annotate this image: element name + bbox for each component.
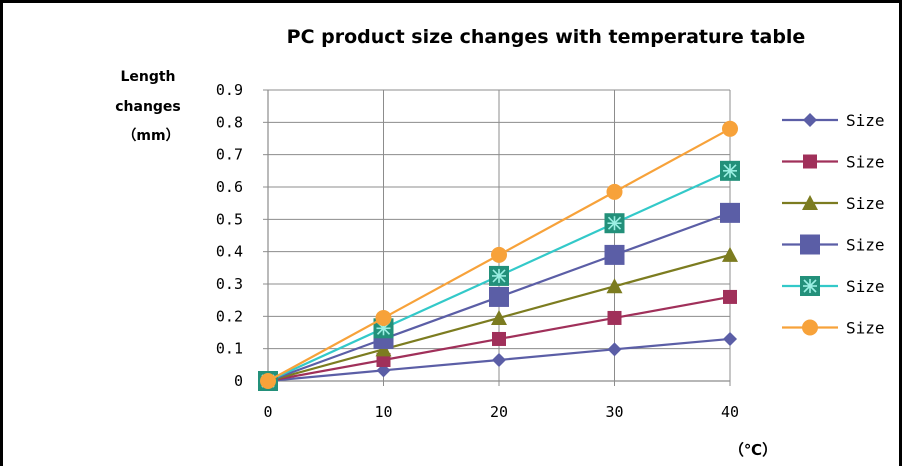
y-axis-label-line: （mm） [122, 128, 179, 144]
x-tick-label: 30 [605, 403, 623, 421]
legend-item: Size [782, 319, 885, 338]
y-tick-label: 0.2 [216, 307, 243, 325]
data-point [722, 247, 738, 262]
y-tick-label: 0 [234, 372, 243, 390]
data-point [723, 332, 737, 346]
y-tick-label: 0.7 [216, 146, 243, 164]
data-point [605, 213, 625, 233]
data-point [491, 247, 507, 263]
legend-label: Size [846, 277, 885, 296]
legend-label: Size [846, 236, 885, 255]
legend-label: Size [846, 111, 885, 130]
data-point [605, 245, 625, 265]
x-tick-labels: 0 10 20 30 40 [263, 403, 739, 421]
data-point [720, 161, 740, 181]
chart-title: PC product size changes with temperature… [287, 26, 806, 48]
legend-label: Size [846, 153, 885, 172]
x-tick-label: 0 [263, 403, 272, 421]
x-tick-label: 20 [490, 403, 508, 421]
y-tick-label: 0.9 [216, 81, 243, 99]
legend-marker [803, 155, 817, 169]
data-point [723, 290, 737, 304]
y-tick-label: 0.1 [216, 340, 243, 358]
x-tick-label: 10 [374, 403, 392, 421]
data-point [608, 311, 622, 325]
data-point [492, 353, 506, 367]
legend-marker [800, 235, 820, 255]
legend-item: Size [782, 194, 885, 213]
legend-marker [802, 320, 818, 336]
x-axis-label: （℃） [729, 441, 777, 459]
y-axis-label: Length changes （mm） [115, 69, 181, 144]
y-tick-label: 0.5 [216, 210, 243, 228]
legend-marker [803, 113, 817, 127]
y-tick-labels: 0 0.1 0.2 0.3 0.4 0.5 0.6 0.7 0.8 0.9 [216, 81, 243, 390]
data-point [607, 184, 623, 200]
y-tick-label: 0.6 [216, 178, 243, 196]
data-point [608, 342, 622, 356]
y-tick-label: 0.4 [216, 243, 243, 261]
data-point [489, 266, 509, 286]
legend-item: Size [782, 111, 885, 130]
data-point [260, 373, 276, 389]
line-chart: PC product size changes with temperature… [3, 3, 899, 466]
y-tick-label: 0.8 [216, 113, 243, 131]
x-tick-label: 40 [721, 403, 739, 421]
legend-item: Size [782, 235, 885, 255]
y-axis-label-line: Length [120, 69, 175, 85]
data-point [489, 287, 509, 307]
data-point [492, 332, 506, 346]
data-point [376, 310, 392, 326]
legend-item: Size [782, 153, 885, 172]
legend-label: Size [846, 194, 885, 213]
data-point [720, 203, 740, 223]
legend-label: Size [846, 319, 885, 338]
y-tick-label: 0.3 [216, 275, 243, 293]
legend-marker [800, 276, 820, 296]
legend: Size Size Size Size Size Size [782, 111, 885, 338]
data-point [722, 121, 738, 137]
y-axis-label-line: changes [115, 99, 181, 115]
legend-item: Size [782, 276, 885, 296]
